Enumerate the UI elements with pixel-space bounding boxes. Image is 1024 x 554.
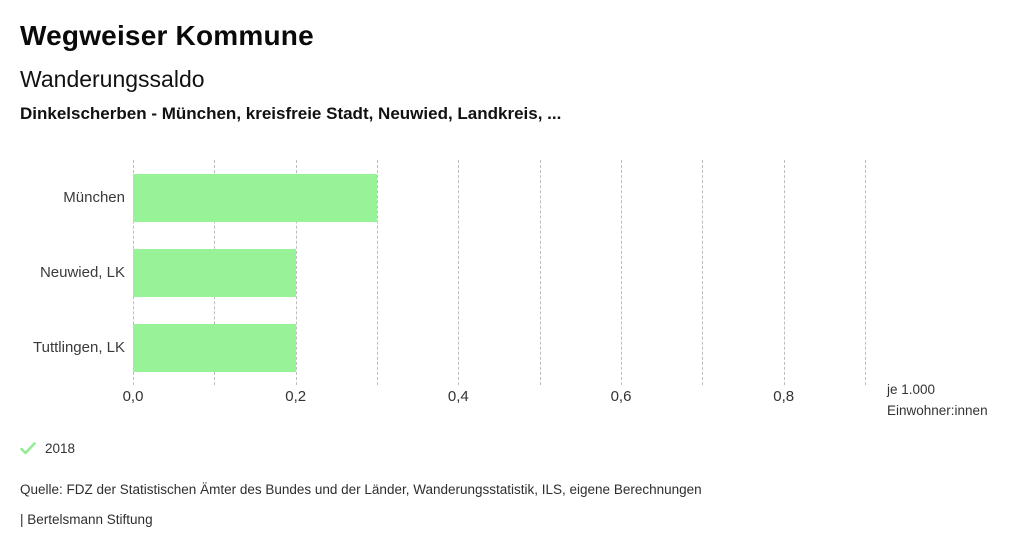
- chart-row: München: [20, 160, 865, 235]
- gridline: [377, 160, 378, 385]
- bar-track: [133, 323, 865, 372]
- chart-title: Wanderungssaldo: [20, 66, 205, 92]
- x-tick-label: 0,6: [610, 388, 632, 405]
- x-tick-label: 0,8: [773, 388, 795, 405]
- legend: 2018: [20, 441, 75, 456]
- x-tick-label: 0,4: [447, 388, 469, 405]
- category-label: Tuttlingen, LK: [33, 339, 125, 356]
- gridline: [539, 160, 541, 385]
- bar-track: [133, 173, 865, 222]
- legend-item-label: 2018: [45, 441, 76, 456]
- category-label: Neuwied, LK: [39, 264, 125, 281]
- chart-area: München Neuwied, LK Tuttlingen, LK: [20, 160, 866, 385]
- gridline: [295, 160, 297, 385]
- axis-unit-line-2: Einwohner:innen: [887, 403, 988, 418]
- page-title: Wegweiser Kommune: [20, 20, 314, 51]
- gridline: [865, 160, 866, 385]
- gridline: [783, 160, 785, 385]
- chart-row: Tuttlingen, LK: [20, 310, 865, 385]
- source-note: Quelle: FDZ der Statistischen Ämter des …: [20, 482, 702, 497]
- x-tick-label: 0,0: [122, 388, 144, 405]
- x-tick-label: 0,2: [285, 388, 307, 405]
- gridline: [621, 160, 622, 385]
- chart-selection-subtitle: Dinkelscherben - München, kreisfreie Sta…: [20, 104, 562, 123]
- bar-track: [133, 248, 865, 297]
- axis-unit-label: je 1.000 Einwohner:innen: [887, 379, 988, 421]
- category-label: München: [63, 189, 125, 206]
- axis-unit-line-1: je 1.000: [887, 382, 936, 397]
- chart-rows: München Neuwied, LK Tuttlingen, LK: [20, 160, 865, 385]
- check-icon: [20, 442, 36, 455]
- value-bar[interactable]: [133, 248, 296, 297]
- x-axis-ticks: 0,0 0,2 0,4 0,6 0,8: [123, 388, 865, 408]
- value-bar[interactable]: [133, 173, 377, 222]
- gridline: [702, 160, 704, 385]
- chart-row: Neuwied, LK: [20, 235, 865, 310]
- attribution-note: | Bertelsmann Stiftung: [20, 512, 153, 527]
- legend-item-2018[interactable]: 2018: [20, 441, 75, 456]
- gridline: [458, 160, 460, 385]
- value-bar[interactable]: [133, 323, 296, 372]
